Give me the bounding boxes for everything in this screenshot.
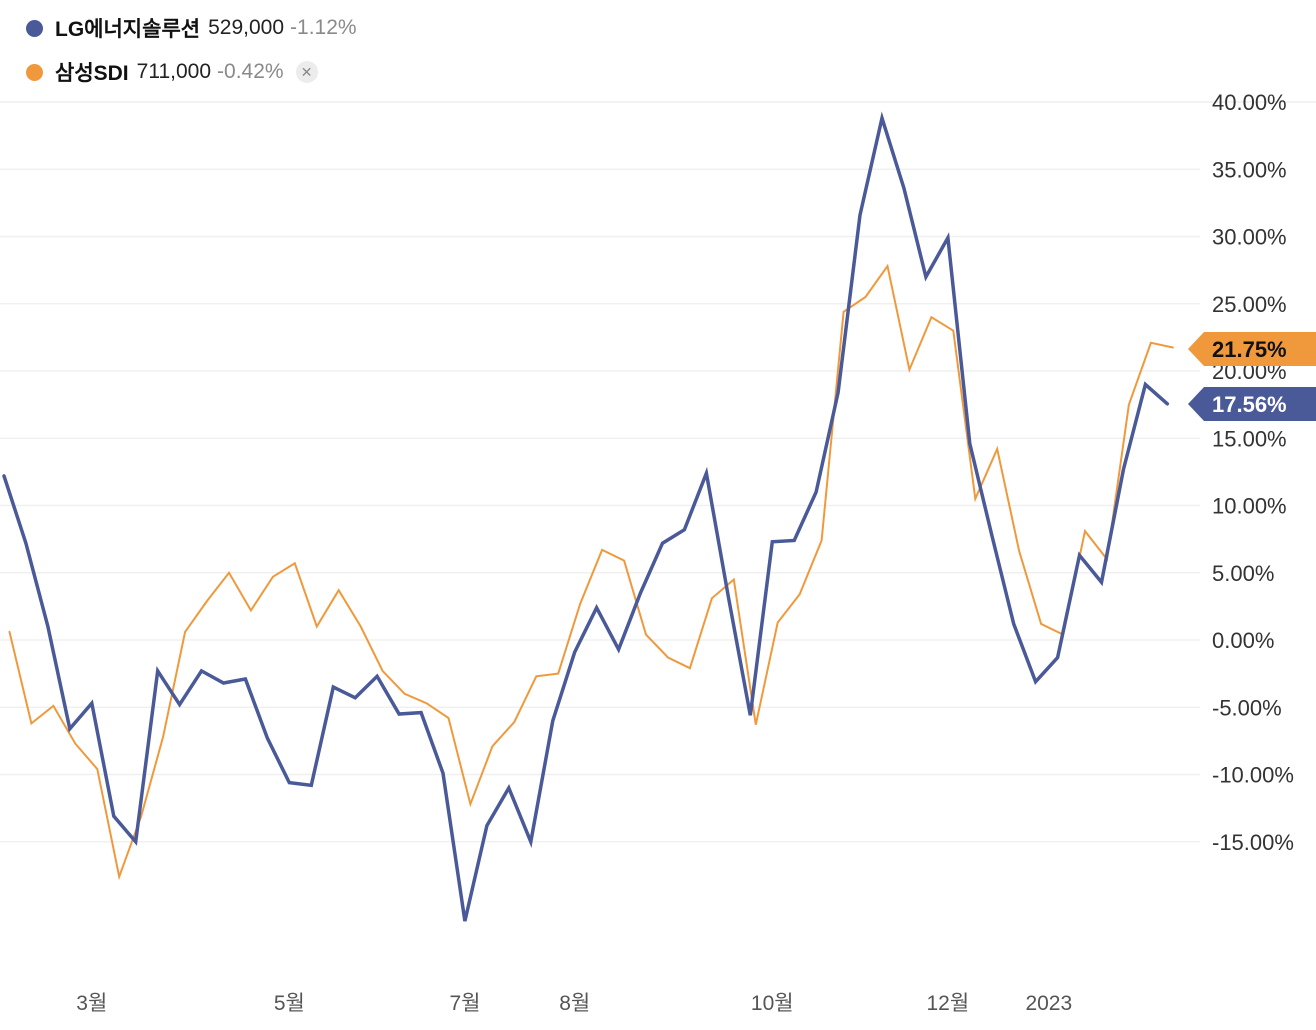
x-tick-label: 7월 [449, 992, 480, 1015]
badge-shape [1188, 387, 1316, 421]
legend-change: -0.42% [217, 60, 284, 83]
badge-label: 17.56% [1212, 392, 1287, 417]
y-tick-label: 40.00% [1212, 90, 1287, 115]
y-tick-label: -15.00% [1212, 830, 1294, 855]
x-tick-label: 5월 [274, 992, 305, 1015]
legend-change: -1.12% [290, 16, 357, 39]
legend-name: 삼성SDI [55, 62, 129, 85]
y-tick-label: 0.00% [1212, 628, 1274, 653]
legend-item-samsung-sdi[interactable]: 삼성SDI 711,000 -0.42% ✕ [26, 56, 357, 88]
x-tick-label: 3월 [76, 992, 107, 1015]
last-value-badge-lg-energy-solution: 17.56% [1188, 387, 1316, 421]
x-tick-label: 10월 [751, 992, 794, 1015]
close-icon[interactable]: ✕ [295, 61, 318, 83]
y-tick-label: 10.00% [1212, 494, 1287, 519]
y-tick-label: 15.00% [1212, 426, 1287, 451]
legend-price: 711,000 [136, 60, 212, 83]
last-value-badge-samsung-sdi: 21.75% [1188, 332, 1316, 366]
y-tick-label: -10.00% [1212, 763, 1294, 788]
legend-price: 529,000 [208, 16, 285, 39]
x-tick-label: 8월 [559, 992, 590, 1015]
y-tick-label: 30.00% [1212, 225, 1287, 250]
legend: LG에너지솔루션 529,000 -1.12% 삼성SDI 711,000 -0… [26, 12, 357, 100]
series-line-lg-energy-solution [2, 111, 1170, 922]
series-line-samsung-sdi [8, 263, 1174, 881]
y-tick-label: -5.00% [1212, 695, 1282, 720]
y-tick-label: 35.00% [1212, 157, 1287, 182]
badge-label: 21.75% [1212, 337, 1287, 362]
x-tick-label: 12월 [927, 992, 970, 1015]
series-dot-icon [26, 19, 43, 37]
series-dot-icon [26, 63, 43, 81]
y-tick-label: 25.00% [1212, 292, 1287, 317]
legend-item-lg-energy-solution[interactable]: LG에너지솔루션 529,000 -1.12% [26, 12, 357, 44]
badge-shape [1188, 332, 1316, 366]
legend-name: LG에너지솔루션 [55, 18, 201, 41]
x-tick-label: 2023 [1025, 992, 1072, 1015]
y-tick-label: 5.00% [1212, 561, 1274, 586]
